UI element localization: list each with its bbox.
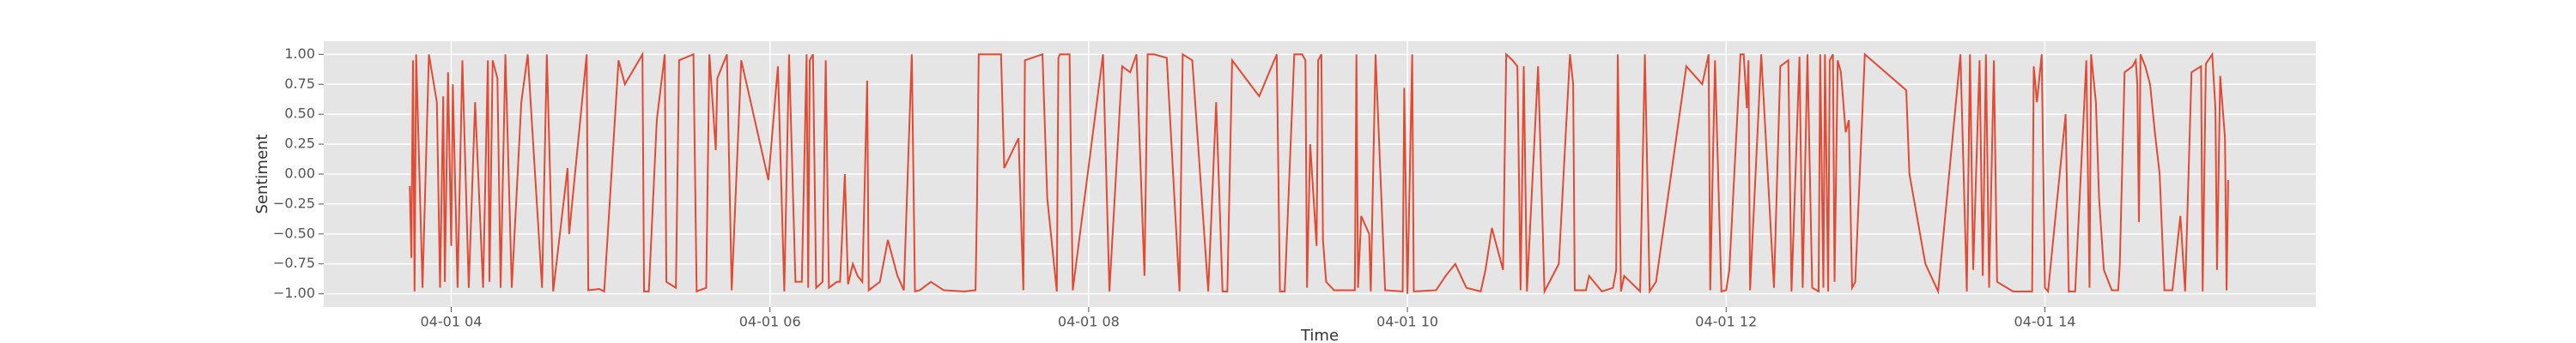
y-tick-label: −0.75 bbox=[273, 255, 315, 271]
y-tick-label: 0.75 bbox=[284, 75, 315, 92]
data-line bbox=[409, 51, 2229, 295]
y-tick-label: 0.00 bbox=[284, 165, 315, 182]
x-axis-label: Time bbox=[1300, 327, 1339, 343]
y-tick-label: −0.50 bbox=[273, 225, 315, 241]
x-tick-label: 04-01 10 bbox=[1376, 314, 1438, 330]
x-tick-label: 04-01 12 bbox=[1695, 314, 1757, 330]
y-axis-label: Sentiment bbox=[253, 134, 271, 214]
x-tick-label: 04-01 14 bbox=[2014, 314, 2076, 330]
x-tick-label: 04-01 04 bbox=[421, 314, 483, 330]
x-tick-label: 04-01 08 bbox=[1058, 314, 1120, 330]
y-tick-label: −0.25 bbox=[273, 195, 315, 211]
y-tick-label: 0.25 bbox=[284, 135, 315, 152]
y-tick-label: −1.00 bbox=[273, 285, 315, 301]
x-tick-label: 04-01 06 bbox=[739, 314, 801, 330]
y-tick-label: 1.00 bbox=[284, 45, 315, 62]
y-tick-label: 0.50 bbox=[284, 105, 315, 122]
